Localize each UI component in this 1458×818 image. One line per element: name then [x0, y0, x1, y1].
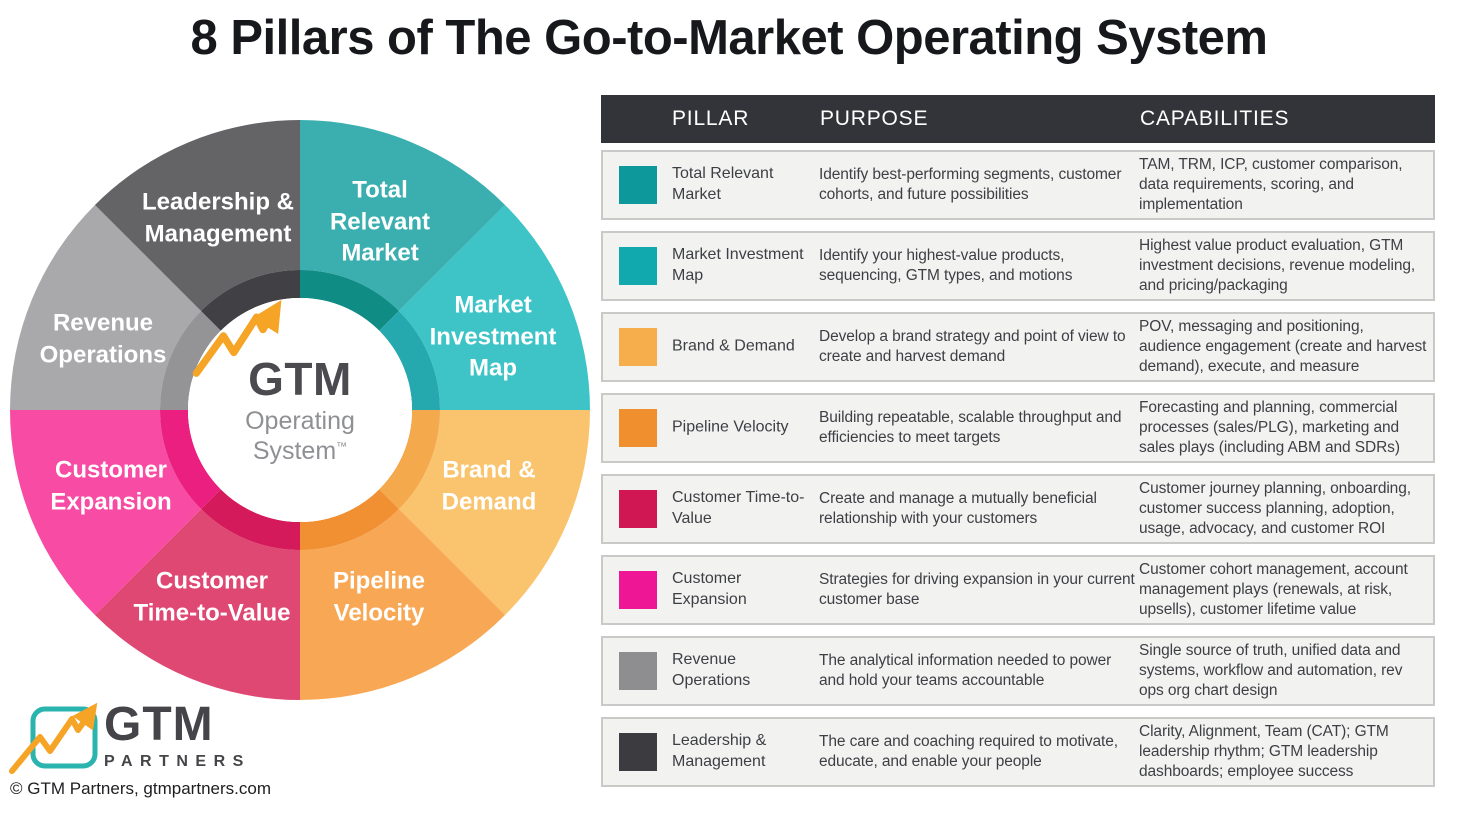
pillar-wheel: Total Relevant Market Market Investment M… [5, 115, 595, 705]
pillar-capabilities: TAM, TRM, ICP, customer comparison, data… [1139, 155, 1403, 214]
gtm-operating-system-badge: GTM Operating System™ [188, 298, 412, 522]
pillar-name: Leadership & Management [672, 732, 767, 770]
pillar-capabilities: POV, messaging and positioning, audience… [1139, 317, 1427, 376]
pillar-capabilities: Clarity, Alignment, Team (CAT); GTM lead… [1139, 722, 1389, 781]
pillar-color-swatch [619, 247, 657, 285]
pillar-purpose: Create and manage a mutually beneficial … [819, 489, 1097, 527]
wheel-segment-inner-brand-demand [379, 410, 440, 509]
table-header-row: PILLAR PURPOSE CAPABILITIES [601, 95, 1435, 143]
pillar-name: Revenue Operations [672, 651, 751, 689]
pillar-purpose: Identify your highest-value products, se… [819, 246, 1073, 284]
pillar-color-swatch [619, 571, 657, 609]
pillar-color-swatch [619, 490, 657, 528]
wheel-segment-customer-time-to-value [94, 508, 300, 700]
pillar-purpose: Strategies for driving expansion in your… [819, 570, 1135, 608]
pillar-color-swatch [619, 409, 657, 447]
wheel-segment-inner-customer-time-to-value [201, 489, 300, 550]
footer-partners-text: PARTNERS [104, 753, 251, 770]
header-pillar: PILLAR [672, 107, 750, 130]
pillar-capabilities: Customer cohort management, account mana… [1139, 560, 1408, 619]
table-row-customer-time-to-value: Customer Time-to-Value Create and manage … [601, 474, 1435, 544]
wheel-segment-pipeline-velocity [300, 508, 506, 700]
header-purpose: PURPOSE [820, 107, 929, 130]
wheel-label-leadership-management: Leadership & Management [141, 188, 295, 247]
pillar-color-swatch [619, 166, 657, 204]
wheel-segment-market-investment-map [398, 204, 590, 410]
wheel-label-revenue-operations: Revenue Operations [39, 309, 167, 368]
wheel-segment-inner-revenue-operations [160, 311, 221, 410]
pillar-capabilities: Single source of truth, unified data and… [1139, 641, 1403, 700]
wheel-segment-customer-expansion [10, 410, 202, 616]
footer-brand-text: GTM [104, 698, 214, 751]
growth-arrow-icon [192, 299, 282, 377]
table-row-pipeline-velocity: Pipeline Velocity Building repeatable, sc… [601, 393, 1435, 463]
pillar-purpose: The care and coaching required to motiva… [819, 732, 1118, 770]
wheel-segment-revenue-operations [10, 204, 202, 410]
pillar-name: Total Relevant Market [672, 165, 774, 203]
table-row-revenue-operations: Revenue Operations The analytical informa… [601, 636, 1435, 706]
table-row-total-relevant-market: Total Relevant Market Identify best-perfo… [601, 150, 1435, 220]
gtm-partners-wordmark: GTM PARTNERS [104, 701, 251, 771]
pillar-purpose: Identify best-performing segments, custo… [819, 165, 1122, 203]
pillar-color-swatch [619, 328, 657, 366]
pillar-wheel-chart [10, 120, 590, 700]
header-capabilities: CAPABILITIES [1140, 107, 1290, 130]
table-row-customer-expansion: Customer Expansion Strategies for driving… [601, 555, 1435, 625]
wheel-segment-inner-customer-expansion [160, 410, 221, 509]
pillar-capabilities: Highest value product evaluation, GTM in… [1139, 236, 1416, 295]
wheel-label-pipeline-velocity: Pipeline Velocity [332, 567, 426, 626]
copyright-line: © GTM Partners, gtmpartners.com [10, 779, 271, 798]
trademark-symbol: ™ [336, 440, 348, 453]
wheel-label-market-investment-map: Market Investment Map [429, 291, 557, 382]
pillar-name: Market Investment Map [672, 246, 804, 284]
wheel-label-customer-expansion: Customer Expansion [50, 456, 172, 515]
page-title: 8 Pillars of The Go-to-Market Operating … [190, 11, 1268, 65]
wheel-segment-inner-market-investment-map [379, 311, 440, 410]
wheel-segment-inner-pipeline-velocity [300, 489, 399, 550]
table-row-market-investment-map: Market Investment Map Identify your highe… [601, 231, 1435, 301]
pillar-color-swatch [619, 652, 657, 690]
center-sub-line2: System™ [252, 436, 348, 465]
pillar-name: Customer Time-to-Value [672, 489, 805, 527]
pillar-purpose: Building repeatable, scalable throughput… [819, 408, 1122, 446]
gtm-partners-logo-icon [9, 702, 98, 774]
pillars-table: PILLAR PURPOSE CAPABILITIES Total Releva… [601, 95, 1435, 787]
pillar-purpose: Develop a brand strategy and point of vi… [819, 327, 1126, 365]
wheel-label-total-relevant-market: Total Relevant Market [329, 176, 431, 267]
center-sub-line1: Operating [245, 406, 355, 435]
pillar-purpose: The analytical information needed to pow… [819, 651, 1112, 689]
wheel-label-customer-time-to-value: Customer Time-to-Value [133, 567, 291, 626]
pillar-capabilities: Customer journey planning, onboarding, c… [1139, 479, 1411, 538]
pillar-name: Customer Expansion [672, 570, 747, 608]
pillar-color-swatch [619, 733, 657, 771]
wheel-segment-inner-leadership-management [201, 270, 300, 331]
pillar-name: Pipeline Velocity [672, 418, 789, 436]
table-row-brand-demand: Brand & Demand Develop a brand strategy a… [601, 312, 1435, 382]
wheel-label-brand-demand: Brand & Demand [441, 456, 537, 515]
wheel-segment-total-relevant-market [300, 120, 506, 312]
pillar-capabilities: Forecasting and planning, commercial pro… [1139, 398, 1400, 457]
table-row-leadership-management: Leadership & Management The care and coac… [601, 717, 1435, 787]
wheel-segment-inner-total-relevant-market [300, 270, 399, 331]
wheel-segment-brand-demand [398, 410, 590, 616]
center-brand-text: GTM [248, 352, 352, 405]
pillar-name: Brand & Demand [672, 337, 795, 355]
wheel-segment-leadership-management [94, 120, 300, 312]
